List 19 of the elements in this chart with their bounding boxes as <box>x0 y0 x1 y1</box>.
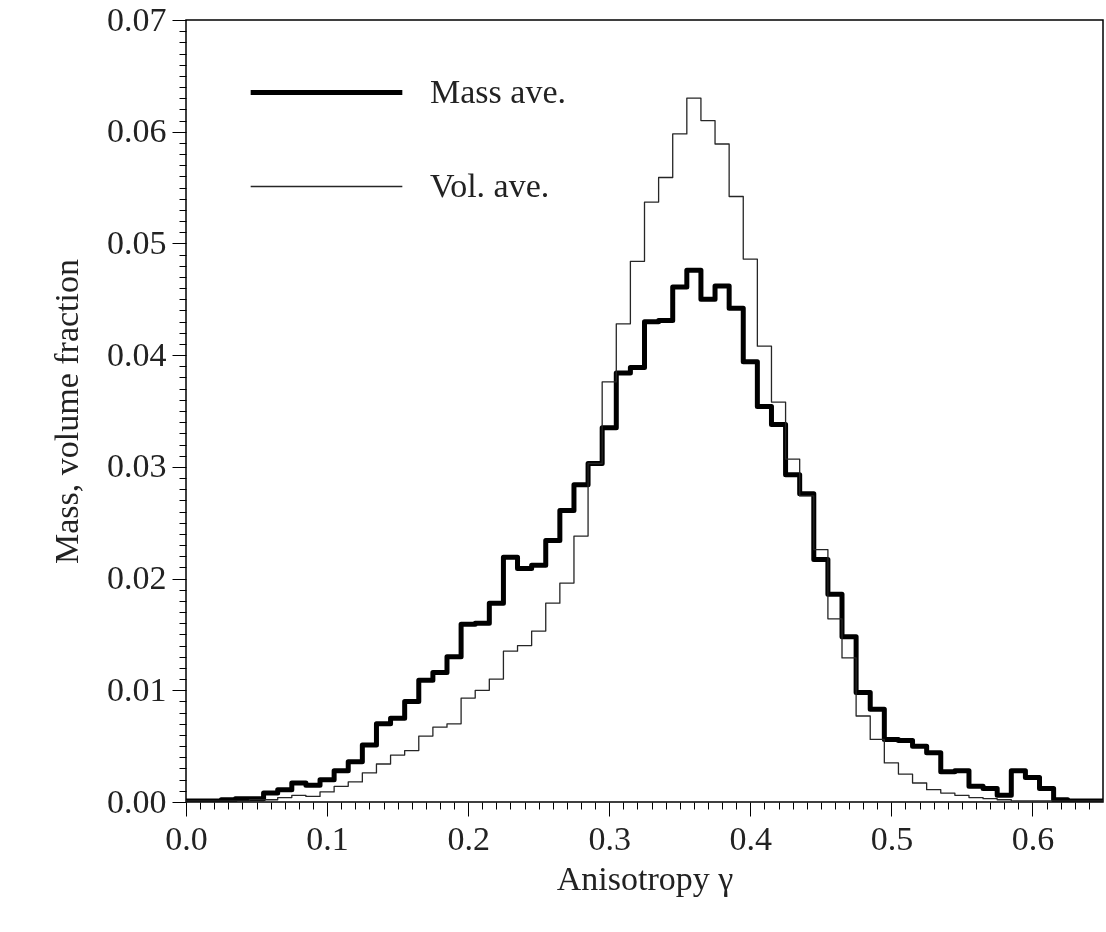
x-tick-label: 0.2 <box>447 819 490 857</box>
y-tick-label: 0.01 <box>107 670 167 708</box>
x-tick-label: 0.4 <box>729 819 773 857</box>
legend-label: Vol. ave. <box>430 166 550 204</box>
y-tick-label: 0.00 <box>107 782 167 820</box>
legend-label: Mass ave. <box>430 72 566 110</box>
y-tick-label: 0.03 <box>107 447 167 485</box>
y-tick-label: 0.04 <box>107 335 167 373</box>
x-tick-label: 0.3 <box>588 819 631 857</box>
y-tick-label: 0.07 <box>107 0 167 38</box>
y-tick-label: 0.06 <box>107 112 167 150</box>
x-tick-label: 0.0 <box>165 819 208 857</box>
x-axis-title: Anisotropy γ <box>556 859 734 897</box>
y-tick-label: 0.02 <box>107 559 167 597</box>
y-tick-label: 0.05 <box>107 223 167 261</box>
x-tick-label: 0.1 <box>306 819 349 857</box>
x-tick-label: 0.5 <box>870 819 914 857</box>
x-tick-label: 0.6 <box>1011 819 1055 857</box>
y-axis-title: Mass, volume fraction <box>48 259 85 564</box>
